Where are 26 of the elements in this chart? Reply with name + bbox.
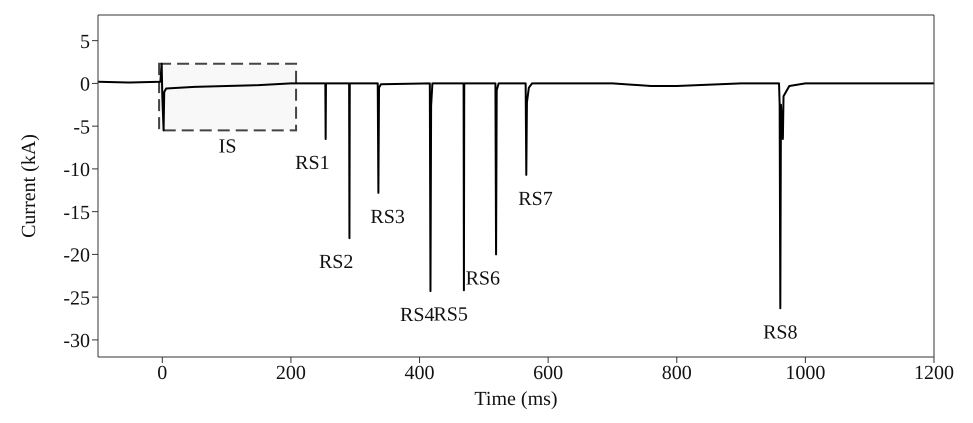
- x-tick-label: 600: [533, 362, 564, 384]
- x-axis-title: Time (ms): [474, 388, 558, 410]
- annotation: RS8: [763, 321, 798, 344]
- annotation: RS7: [518, 188, 553, 210]
- y-tick-label: -25: [63, 287, 90, 310]
- y-tick-label: -20: [63, 244, 90, 266]
- x-tick-label: 0: [157, 362, 168, 384]
- y-tick-label: 0: [80, 74, 90, 96]
- x-tick-label: 1200: [914, 362, 954, 384]
- annotation: RS6: [466, 267, 500, 290]
- y-tick-label: -5: [73, 116, 90, 138]
- y-tick-label: 5: [80, 30, 90, 53]
- band-label: IS: [218, 136, 236, 158]
- x-tick-label: 200: [276, 362, 306, 384]
- annotation: RS1: [295, 152, 330, 174]
- x-tick-label: 400: [404, 362, 435, 384]
- annotation: RS5: [433, 303, 468, 326]
- annotation: RS2: [318, 251, 354, 274]
- x-tick-label: 1000: [785, 362, 826, 384]
- x-tick-label: 800: [662, 362, 692, 384]
- y-tick-label: -30: [63, 330, 90, 352]
- y-axis-title: Current (kA): [18, 134, 40, 238]
- y-tick-label: -10: [63, 159, 90, 181]
- annotation: RS3: [370, 206, 405, 228]
- annotation: RS4: [400, 304, 434, 326]
- y-tick-label: -15: [63, 202, 90, 224]
